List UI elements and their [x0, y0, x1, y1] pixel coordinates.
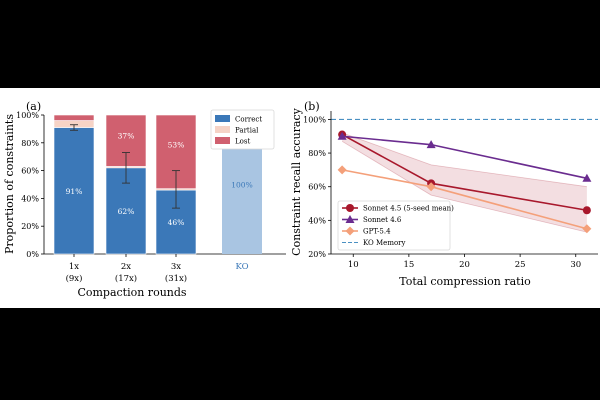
- panel-a-x-tick-label: (9x): [66, 273, 83, 284]
- panel-b-legend-label: KO Memory: [363, 239, 406, 247]
- panel-a-legend-label: Partial: [235, 127, 259, 135]
- panel-a-x-tick-label: KO: [235, 262, 248, 272]
- panel-b-y-tick-label: 20%: [308, 250, 326, 259]
- panel-b-panel-label: (b): [304, 100, 320, 113]
- panel-a-x-tick-label: 1x: [69, 262, 79, 272]
- panel-a-x-tick-label: (31x): [165, 273, 187, 284]
- panel-a-y-tick-label: 80%: [21, 139, 39, 148]
- panel-b-legend-label: GPT-5.4: [363, 228, 391, 236]
- panel-b-x-tick-label: 25: [515, 260, 526, 270]
- panel-b-band-lower-edge: [341, 140, 587, 233]
- panel-a-y-tick-label: 20%: [21, 222, 39, 231]
- panel-a-legend-swatch-partial: [215, 126, 230, 133]
- panel-a-x-tick-label: 2x: [121, 262, 131, 272]
- panel-b-line-chart: 20% 40% 60% 80% 100% 10 15 20 25 30 Total compress…: [290, 100, 598, 288]
- panel-a-x-axis-label: Compaction rounds: [77, 286, 186, 299]
- panel-a-legend-swatch-correct: [215, 115, 230, 122]
- panel-b-series-1-point: [582, 173, 592, 182]
- chart-canvas: 0%20%40%60%80%100%91%62%37%46%53%100%1x(…: [3, 100, 598, 299]
- panel-b-y-tick-label: 40%: [308, 216, 326, 225]
- panel-b-series-2-point: [582, 224, 592, 234]
- panel-b-x-tick-label: 15: [403, 260, 414, 270]
- figure: 0% 20% 40% 60% 80% 100% 91% 62% 37% 46% 53% 100% 1x(…: [0, 88, 600, 308]
- panel-a-x-tick-label: 3x: [171, 262, 181, 272]
- panel-b-series-2-point: [426, 182, 436, 192]
- panel-a-data-label: 46%: [168, 218, 185, 227]
- panel-a-bar-lost-0: [53, 114, 95, 121]
- panel-a-y-tick-label: 100%: [16, 111, 39, 120]
- panel-a-y-tick-label: 60%: [21, 167, 39, 176]
- panel-b-y-tick-label: 60%: [308, 183, 326, 192]
- panel-a-data-label: 62%: [118, 207, 135, 216]
- panel-b-legend-label: Sonnet 4.5 (5-seed mean): [363, 205, 454, 213]
- panel-a-bar-chart: 0%20%40%60%80%100%91%62%37%46%53%100%1x(…: [3, 100, 286, 299]
- panel-b-legend-marker-1: [345, 215, 355, 223]
- panel-b-x-axis-label: Total compression ratio: [399, 275, 531, 288]
- panel-b-legend-marker-2: [345, 226, 355, 236]
- panel-a-y-tick-label: 0%: [26, 250, 39, 259]
- panel-a-legend-label: Correct: [235, 116, 262, 124]
- panel-b-x-tick-label: 10: [348, 260, 359, 270]
- panel-b-y-axis-label: Constraint recall accuracy: [290, 107, 303, 255]
- panel-a-data-label: 100%: [231, 181, 252, 190]
- panel-b-band-upper-edge: [341, 132, 587, 188]
- panel-a-legend-label: Lost: [235, 138, 250, 146]
- panel-b-y-tick-label: 80%: [308, 149, 326, 158]
- panel-b-series-1-point: [426, 140, 436, 149]
- panel-a-legend-swatch-lost: [215, 137, 230, 144]
- panel-b-series-1-point: [337, 131, 347, 140]
- panel-b-legend-label: Sonnet 4.6: [363, 216, 402, 224]
- panel-b-series-2-point: [337, 165, 347, 175]
- panel-a-data-label: 37%: [118, 132, 135, 141]
- panel-a-y-axis-label: Proportion of constraints: [3, 114, 16, 254]
- panel-a-data-label: 53%: [168, 140, 185, 149]
- panel-b-x-tick-label: 20: [459, 260, 470, 270]
- panel-a-x-tick-label: (17x): [115, 273, 137, 284]
- panel-b-legend-marker-0: [346, 204, 354, 212]
- panel-b-y-tick-label: 100%: [303, 115, 326, 124]
- panel-a-panel-label: (a): [26, 100, 41, 113]
- panel-a-data-label: 91%: [66, 187, 83, 196]
- panel-b-series-0-point: [582, 206, 591, 215]
- panel-b-legend: [337, 200, 451, 251]
- panel-b-confidence-band: [342, 132, 587, 233]
- panel-a-y-tick-label: 40%: [21, 194, 39, 203]
- panel-b-x-tick-label: 30: [570, 260, 581, 270]
